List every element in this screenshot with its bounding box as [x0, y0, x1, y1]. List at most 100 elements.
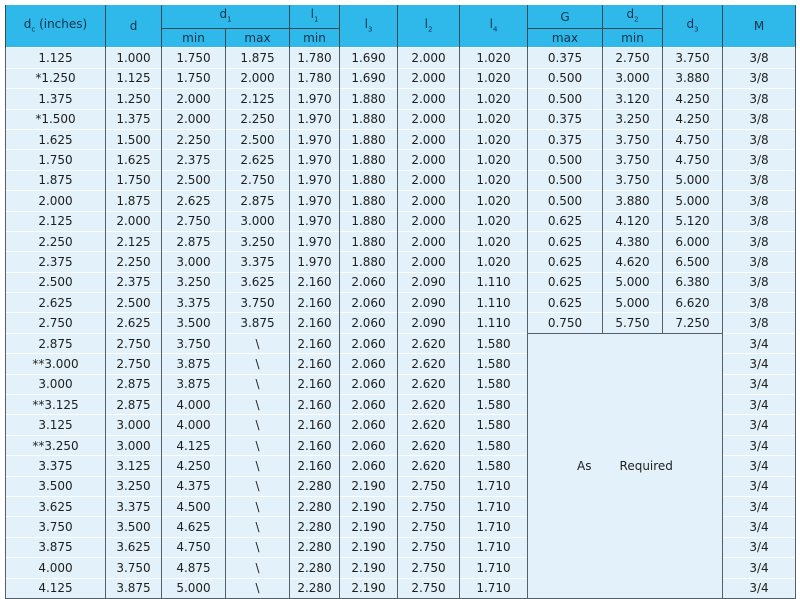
table-cell: 2.250	[161, 128, 226, 150]
table-cell: 4.875	[161, 557, 226, 579]
table-cell: 2.060	[339, 312, 398, 334]
table-cell: 2.160	[289, 312, 340, 334]
table-cell: 2.090	[397, 271, 460, 293]
table-cell: 1.625	[105, 149, 162, 171]
table-row: **3.250 3.000 4.125 \ 2.160 2.060 2.620 1.580 3/…	[5, 434, 796, 456]
table-cell: 4.000	[161, 414, 226, 436]
table-cell: 2.280	[289, 516, 340, 538]
table-cell: 2.000	[397, 108, 460, 130]
table-cell: 3/8	[722, 251, 796, 273]
table-cell: 3/8	[722, 67, 796, 89]
table-cell: 2.000	[397, 251, 460, 273]
table-cell: 3/8	[722, 210, 796, 232]
header-d1: d1	[161, 5, 290, 29]
table-cell: 3/8	[722, 190, 796, 212]
table-cell: 2.160	[289, 455, 340, 477]
table-cell: 1.750	[161, 67, 226, 89]
table-cell: 3.375	[5, 455, 106, 477]
table-row: *1.500 1.375 2.000 2.250 1.970 1.880 2.000 1.02…	[5, 108, 796, 130]
table-cell: 2.620	[397, 434, 460, 456]
table-cell: 2.750	[225, 169, 290, 191]
table-cell: \	[225, 557, 290, 579]
table-cell: 4.380	[602, 230, 663, 252]
table-cell: 1.580	[459, 394, 528, 415]
table-cell: 1.020	[459, 210, 528, 232]
table-cell: 2.625	[5, 292, 106, 313]
table-cell: 1.970	[289, 108, 340, 130]
table-cell: 2.875	[105, 373, 162, 395]
table-cell: 3/8	[722, 292, 796, 313]
table-cell: 6.500	[662, 251, 723, 273]
table-cell: 2.190	[339, 495, 398, 517]
table-cell: 2.375	[161, 149, 226, 171]
table-cell: 1.020	[459, 230, 528, 252]
table-cell: 1.750	[161, 47, 226, 69]
table-cell: 3/4	[722, 455, 796, 477]
header-d1-max: max	[225, 28, 290, 48]
table-cell: 4.000	[5, 557, 106, 579]
table-cell: 2.750	[397, 475, 460, 497]
table-cell: 1.710	[459, 557, 528, 579]
table-cell: 5.000	[662, 190, 723, 212]
table-row: 2.125 2.000 2.750 3.000 1.970 1.880 2.000 1.020…	[5, 210, 796, 232]
table-cell: 3.875	[105, 577, 162, 599]
table-cell: 1.020	[459, 67, 528, 89]
table-cell: \	[225, 414, 290, 436]
table-cell: 1.970	[289, 149, 340, 171]
table-row: 1.750 1.625 2.375 2.625 1.970 1.880 2.000 1.020…	[5, 149, 796, 171]
table-cell: 2.000	[397, 210, 460, 232]
table-cell: 3.250	[225, 230, 290, 252]
table-cell: 2.280	[289, 536, 340, 558]
table-cell: 3/4	[722, 577, 796, 599]
table-cell: 1.880	[339, 108, 398, 130]
table-cell: 1.780	[289, 47, 340, 69]
table-cell: 2.190	[339, 536, 398, 558]
table-cell: 2.160	[289, 353, 340, 375]
table-cell: 2.750	[397, 577, 460, 599]
table-cell: 3.250	[602, 108, 663, 130]
table-cell: 3.625	[105, 536, 162, 558]
table-cell: 1.880	[339, 88, 398, 110]
table-cell: 3/8	[722, 149, 796, 171]
note-word-2: Required	[619, 458, 673, 473]
table-cell: 3.500	[161, 312, 226, 334]
table-cell: 1.710	[459, 495, 528, 517]
table-row: *1.250 1.125 1.750 2.000 1.780 1.690 2.000 1.02…	[5, 67, 796, 89]
table-cell: 4.625	[161, 516, 226, 538]
table-cell: 2.060	[339, 434, 398, 456]
table-cell: 3/4	[722, 536, 796, 558]
table-cell: 3/8	[722, 108, 796, 130]
table-cell: 2.500	[5, 271, 106, 293]
table-cell: 2.750	[602, 47, 663, 69]
table-cell: 2.875	[5, 332, 106, 354]
table-cell: 1.125	[5, 47, 106, 69]
table-cell: 1.710	[459, 516, 528, 538]
table-row: 1.625 1.500 2.250 2.500 1.970 1.880 2.000 1.020…	[5, 128, 796, 150]
table-cell: 3/4	[722, 394, 796, 415]
header-g: G	[527, 5, 603, 29]
table-cell: 1.250	[105, 88, 162, 110]
table-cell: 2.875	[225, 190, 290, 212]
table-cell: 1.020	[459, 128, 528, 150]
table-cell: 1.020	[459, 88, 528, 110]
table-cell: 2.125	[105, 230, 162, 252]
table-cell: 1.580	[459, 414, 528, 436]
table-cell: 3.880	[602, 190, 663, 212]
table-cell: 3.750	[5, 516, 106, 538]
table-cell: 2.250	[225, 108, 290, 130]
table-cell: 4.250	[662, 88, 723, 110]
table-cell: 5.000	[161, 577, 226, 599]
table-cell: 0.500	[527, 149, 603, 171]
table-row: 3.625 3.375 4.500 \ 2.280 2.190 2.750 1.710 3/4	[5, 495, 796, 517]
table-cell: \	[225, 455, 290, 477]
table-cell: 1.750	[5, 149, 106, 171]
table-cell: 2.280	[289, 557, 340, 579]
table-row: 2.000 1.875 2.625 2.875 1.970 1.880 2.000 1.020…	[5, 190, 796, 212]
table-cell: 1.970	[289, 230, 340, 252]
table-cell: 2.625	[161, 190, 226, 212]
table-cell: 3.250	[105, 475, 162, 497]
table-cell: \	[225, 353, 290, 375]
table-cell: 2.500	[161, 169, 226, 191]
table-cell: 3.125	[5, 414, 106, 436]
table-cell: 3.750	[602, 128, 663, 150]
